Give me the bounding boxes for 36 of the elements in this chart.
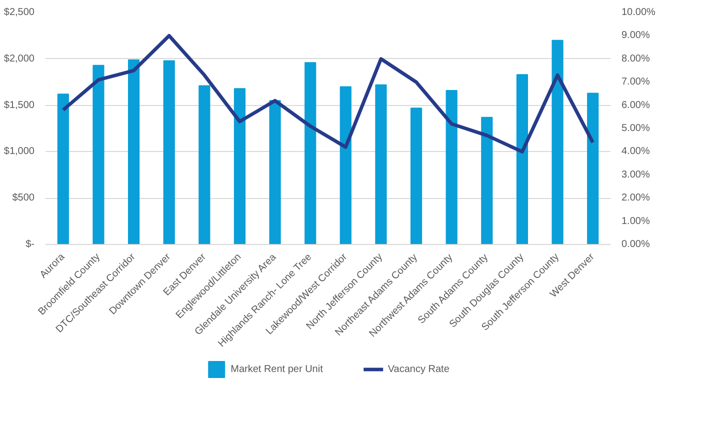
y2-tick-label: 3.00% [622,169,650,180]
bar [234,88,246,244]
line-series [61,34,595,154]
y2-tick-label: 9.00% [622,30,650,42]
bar [552,40,564,244]
bar [410,108,422,244]
y-tick-label: $2,000 [4,53,35,64]
y2-tick-label: 2.00% [622,192,650,204]
y-tick-label: $500 [12,192,35,204]
bar [198,85,210,244]
legend-label: Market Rent per Unit [230,364,323,374]
bar [163,60,175,244]
bar [446,90,458,244]
y-tick-label: $1,500 [4,100,35,111]
bar [57,94,69,244]
y2-tick-label: 8.00% [622,53,650,64]
bar [340,86,352,244]
y2-tick-label: 4.00% [622,146,650,158]
y2-tick-label: 0.00% [622,239,650,250]
y2-tick-label: 6.00% [622,100,650,111]
y2-tick-label: 5.00% [622,123,650,134]
bar [92,64,104,244]
bar [375,84,387,244]
bar [304,62,316,244]
y-tick-label: $2,500 [4,7,35,18]
y2-tick-label: 1.00% [622,216,650,227]
bar [481,116,493,244]
bar [128,59,140,244]
y-tick-label: $- [26,239,35,250]
bar [587,92,599,244]
y2-tick-label: 7.00% [622,76,650,88]
y2-tick-label: 10.00% [622,7,656,18]
legend-label: Vacancy Rate [388,364,450,374]
y-tick-label: $1,000 [4,146,35,158]
bar [269,100,281,244]
bar [516,74,528,244]
